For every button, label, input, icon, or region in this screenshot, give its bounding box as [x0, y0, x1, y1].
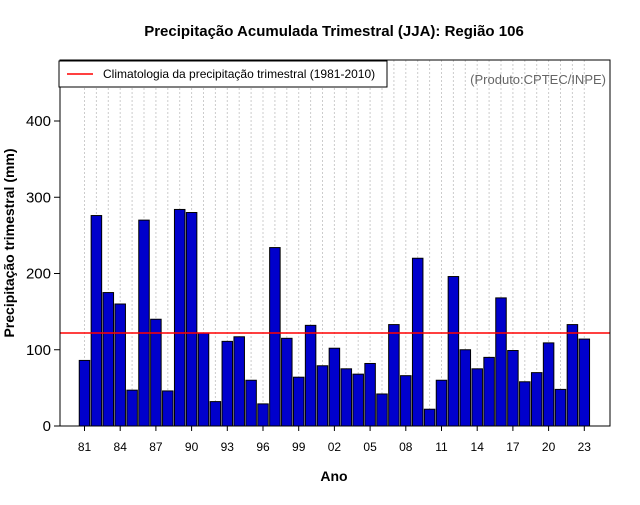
bar: [400, 375, 412, 427]
bar: [233, 336, 245, 427]
x-tick-label: 96: [256, 440, 270, 454]
x-tick-label: 05: [363, 440, 377, 454]
bar: [245, 379, 257, 427]
bar: [447, 276, 460, 427]
bar: [340, 368, 353, 427]
bar: [495, 297, 507, 427]
bar: [316, 365, 329, 427]
bar: [126, 389, 138, 427]
x-axis: 81 84 87 90 93 96 99 02 05 08 11 14 17 20 23: [78, 426, 591, 454]
legend: Climatologia da precipitação trimestral …: [58, 60, 388, 88]
x-tick-label: 87: [149, 440, 163, 454]
bar: [519, 381, 531, 427]
bar: [388, 324, 400, 427]
bar: [471, 368, 483, 427]
bar: [221, 340, 234, 427]
plot-frame: [59, 59, 611, 427]
bar: [435, 379, 448, 427]
bar: [542, 342, 555, 427]
bars: [78, 208, 591, 427]
y-tick-label: 100: [26, 342, 51, 359]
bar: [328, 347, 341, 427]
y-tick-label: 200: [26, 266, 51, 283]
x-tick-label: 84: [114, 440, 128, 454]
bar: [423, 408, 436, 427]
x-tick-label: 17: [506, 440, 520, 454]
bar: [269, 247, 281, 427]
bar: [352, 373, 364, 427]
y-axis-label: Precipitação trimestral (mm): [1, 148, 17, 337]
bar: [114, 303, 126, 427]
bar: [78, 359, 91, 427]
bar: [185, 212, 198, 427]
bar: [554, 388, 567, 427]
bar: [102, 292, 115, 427]
legend-label: Climatologia da precipitação trimestral …: [103, 67, 375, 81]
chart-title: Precipitação Acumulada Trimestral (JJA):…: [144, 23, 524, 40]
legend-box: [58, 60, 388, 88]
bar: [292, 376, 305, 427]
bar: [173, 208, 186, 427]
bar: [578, 338, 591, 427]
y-axis: 0 100 200 300 400: [26, 113, 60, 435]
bar: [530, 372, 543, 427]
x-tick-label: 93: [221, 440, 235, 454]
x-tick-label: 81: [78, 440, 92, 454]
x-axis-label: Ano: [320, 468, 347, 484]
x-tick-label: 90: [185, 440, 199, 454]
bar: [507, 350, 519, 427]
x-tick-label: 23: [578, 440, 592, 454]
product-annotation: (Produto:CPTEC/INPE): [470, 72, 606, 87]
bar: [411, 257, 424, 427]
x-tick-label: 99: [292, 440, 306, 454]
bar: [90, 215, 103, 427]
bar: [197, 332, 210, 427]
bar: [376, 393, 388, 427]
x-tick-label: 14: [471, 440, 485, 454]
bar: [364, 362, 376, 427]
bar: [209, 401, 222, 427]
x-tick-label: 20: [542, 440, 556, 454]
bar: [150, 318, 162, 427]
x-tick-label: 11: [435, 440, 448, 454]
bar: [281, 337, 293, 427]
bar: [483, 356, 495, 427]
bar: [138, 219, 150, 427]
y-tick-label: 300: [26, 189, 51, 206]
bar: [162, 390, 174, 427]
y-tick-label: 400: [26, 113, 51, 130]
bar: [304, 324, 317, 427]
bar: [566, 324, 579, 427]
y-tick-label: 0: [43, 418, 51, 435]
bar: [257, 403, 269, 427]
bar: [459, 349, 472, 427]
x-tick-label: 02: [328, 440, 342, 454]
x-tick-label: 08: [399, 440, 413, 454]
